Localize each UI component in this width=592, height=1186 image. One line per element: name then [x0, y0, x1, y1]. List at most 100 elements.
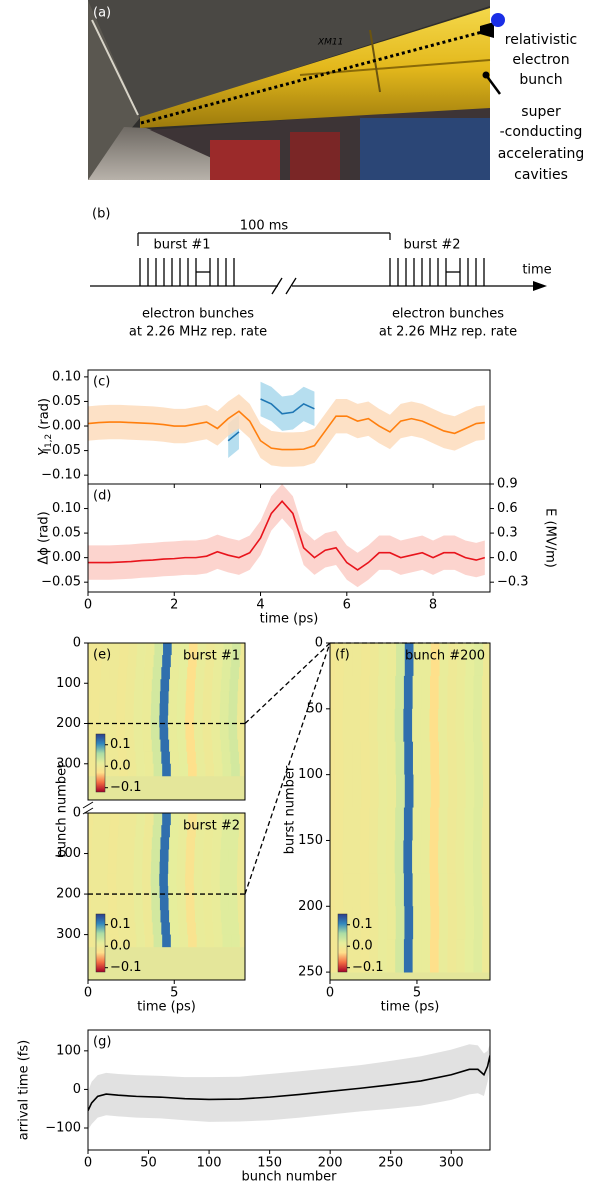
heatmap-cell [133, 703, 143, 716]
heatmap-cell [351, 939, 361, 973]
colorbar-tick-label: 0.1 [352, 917, 373, 932]
heatmap-cell [238, 922, 245, 936]
heatmap-cell [232, 643, 242, 656]
heatmap-cell [117, 837, 127, 850]
colorbar [95, 913, 106, 973]
heatmap-cell [204, 922, 214, 936]
heatmap-cell [229, 739, 239, 753]
heatmap-cell [169, 837, 179, 850]
heatmap-cell [91, 679, 101, 692]
heatmap-cell [125, 739, 135, 753]
heatmap-cell [107, 885, 117, 899]
heatmap-cell [456, 675, 466, 710]
heatmap-cell [420, 840, 430, 874]
y-tick-label: 0 [315, 636, 323, 651]
x-tick-label: 6 [343, 598, 351, 613]
x-axis-label: bunch number [242, 1170, 338, 1185]
heatmap-cell [238, 679, 245, 692]
heatmap-cell [126, 751, 136, 765]
heatmap-cell [135, 667, 145, 680]
heatmap-cell [238, 837, 245, 850]
y-tick-label: −0.10 [41, 468, 81, 483]
annotation: bunch [519, 72, 562, 88]
heatmap-cell [404, 906, 414, 940]
heatmap-cell [100, 825, 110, 838]
heatmap-cell [88, 910, 92, 923]
heatmap-cell [220, 849, 230, 863]
heatmap-cell [239, 934, 245, 948]
heatmap-cell [109, 825, 119, 838]
heatmap-cell [464, 939, 474, 973]
y-tick-label: 100 [56, 846, 81, 861]
heatmap-cell [203, 849, 213, 863]
heatmap-cell [220, 739, 230, 753]
axes-frame [87, 483, 491, 593]
y-tick-label: 0 [73, 1082, 81, 1097]
heatmap-cell [128, 643, 138, 656]
panel-annotation: bunch #200 [405, 649, 485, 664]
label-unit: (rad) [37, 398, 52, 430]
heatmap-cell [483, 643, 490, 677]
heatmap-cell [193, 715, 203, 728]
heatmap-cell [163, 643, 173, 656]
heatmap-cell [369, 807, 379, 841]
heatmap-cell [430, 643, 440, 677]
mean-line [227, 398, 315, 442]
heatmap-cell [448, 643, 458, 677]
heatmap-cell [464, 675, 474, 710]
heatmap-cell [177, 679, 187, 692]
heatmap-cell [396, 774, 406, 808]
heatmap-cell [133, 873, 143, 887]
x-tick-label: 8 [429, 598, 437, 613]
heatmap-cell [88, 667, 93, 680]
heatmap-cell [187, 751, 197, 765]
heatmap-cell [127, 934, 137, 948]
heatmap-cell [160, 679, 170, 692]
heatmap-cell [330, 939, 335, 973]
caption: at 2.26 MHz rep. rate [129, 325, 267, 340]
heatmap-cell [378, 643, 388, 677]
heatmap-cell [187, 667, 197, 680]
heatmap-cell [195, 667, 205, 680]
heatmap-cell [178, 922, 188, 936]
label-symbol: Y [37, 447, 52, 456]
heatmap-cell [194, 703, 204, 716]
heatmap-cell [482, 741, 490, 776]
heatmap-cell [429, 708, 439, 743]
y-tick-label: −100 [45, 1121, 81, 1136]
heatmap-cell [186, 679, 196, 692]
heatmap-cell [447, 906, 458, 940]
heatmap-cell [237, 898, 245, 911]
heatmap-cell [134, 691, 144, 704]
heatmap-cell [387, 643, 397, 677]
heatmap-cell [403, 939, 414, 973]
x-tick-label: 0 [84, 1156, 92, 1171]
heatmap-cell [412, 741, 423, 776]
colorbar-tick-label: 0.1 [110, 917, 131, 932]
heatmap-cell [88, 922, 93, 936]
heatmap-cell [110, 934, 120, 948]
heatmap-cell [203, 910, 213, 923]
heatmap-cell [447, 807, 457, 841]
heatmap-cell [213, 667, 223, 680]
time-arrow [533, 281, 547, 291]
heatmap-cell [351, 807, 361, 841]
heatmap-cell [342, 708, 352, 743]
heatmap-cell [377, 939, 387, 973]
heatmap-cell [473, 741, 483, 776]
heatmap-cell [228, 885, 238, 899]
heatmap-cell [179, 655, 189, 668]
heatmap-cell [162, 813, 172, 826]
heatmap-cell [195, 825, 205, 838]
heatmap-cell [185, 703, 195, 716]
heatmap-cell [237, 885, 245, 899]
x-tick-label: 4 [256, 598, 264, 613]
heatmap-cell [117, 739, 127, 753]
heatmap-cell [116, 691, 126, 704]
heatmap-cell [143, 739, 153, 753]
heatmap-cell [176, 861, 186, 875]
heatmap-cell [369, 906, 379, 940]
heatmap-cell [456, 906, 466, 940]
heatmap-cell [169, 679, 179, 692]
